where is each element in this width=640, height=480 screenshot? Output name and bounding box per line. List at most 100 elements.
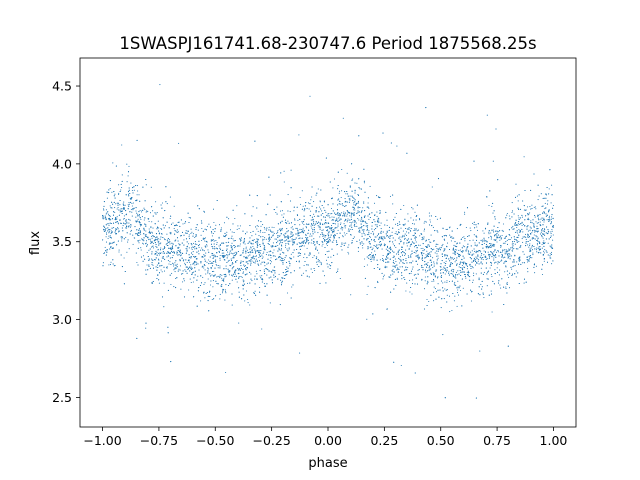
data-point <box>331 212 333 215</box>
data-point <box>151 241 153 243</box>
data-point <box>169 217 171 220</box>
data-point <box>353 212 355 214</box>
data-point <box>303 264 305 267</box>
data-point <box>507 257 509 259</box>
data-point <box>156 212 158 214</box>
data-point <box>187 230 189 233</box>
data-point <box>105 236 107 238</box>
data-point <box>242 279 244 281</box>
data-point <box>116 216 118 218</box>
data-point <box>169 196 171 198</box>
data-point <box>168 263 170 265</box>
data-point <box>423 236 425 238</box>
data-point <box>404 224 406 226</box>
data-point <box>152 242 154 244</box>
data-point <box>358 239 361 241</box>
data-point <box>529 212 531 214</box>
data-point <box>306 239 308 241</box>
data-point <box>145 230 147 232</box>
data-point <box>211 270 214 273</box>
data-point <box>193 271 195 273</box>
data-point <box>311 271 313 274</box>
data-point <box>536 231 539 233</box>
data-point <box>412 235 414 237</box>
data-point <box>425 239 427 241</box>
data-point <box>308 276 310 278</box>
data-point <box>425 240 427 242</box>
data-point <box>351 213 353 215</box>
data-point <box>336 217 338 219</box>
data-point <box>219 257 221 259</box>
data-point <box>175 239 177 241</box>
data-point <box>118 192 120 194</box>
data-point <box>177 254 179 256</box>
data-point <box>262 231 264 234</box>
data-point <box>369 246 371 248</box>
data-point <box>368 232 370 234</box>
data-point <box>535 265 537 267</box>
data-point <box>249 240 251 242</box>
data-point <box>402 236 404 238</box>
data-point <box>111 191 113 193</box>
data-point <box>282 272 284 274</box>
data-point <box>195 235 197 237</box>
data-point <box>125 194 127 196</box>
data-point <box>524 233 527 235</box>
data-point <box>378 232 380 235</box>
data-point <box>437 257 439 259</box>
data-point <box>226 257 228 259</box>
data-point <box>172 254 174 257</box>
data-point <box>284 246 287 248</box>
data-point <box>292 235 294 237</box>
data-point <box>250 264 252 266</box>
data-point <box>263 238 265 241</box>
data-point <box>428 212 430 214</box>
data-point <box>364 258 366 260</box>
data-point <box>175 267 177 269</box>
data-point <box>458 266 460 268</box>
data-point <box>466 262 468 265</box>
data-point <box>121 174 123 176</box>
data-point <box>538 249 540 251</box>
data-point <box>544 249 546 251</box>
data-point <box>535 249 538 251</box>
data-point <box>476 226 478 228</box>
data-point <box>174 230 176 232</box>
data-point <box>162 252 164 254</box>
data-point <box>169 243 171 245</box>
data-point <box>255 226 257 228</box>
data-point <box>130 201 132 203</box>
data-point <box>476 262 478 265</box>
data-point <box>425 271 427 273</box>
data-point <box>432 266 434 269</box>
data-point <box>508 248 510 250</box>
data-point <box>325 219 327 221</box>
data-point <box>191 248 193 250</box>
data-point <box>502 230 504 232</box>
data-point <box>155 250 157 252</box>
data-point <box>318 265 320 268</box>
data-point <box>405 260 407 262</box>
data-point <box>327 213 329 215</box>
data-point <box>228 237 230 239</box>
data-point <box>475 235 477 237</box>
data-point <box>295 260 298 262</box>
data-point <box>351 242 353 244</box>
data-point <box>281 228 283 230</box>
data-point <box>363 216 365 218</box>
data-point <box>286 228 288 230</box>
data-point <box>518 241 520 243</box>
data-point <box>467 250 469 252</box>
data-point <box>301 231 303 233</box>
data-point <box>268 243 270 246</box>
data-point <box>343 220 346 222</box>
data-point <box>396 264 398 266</box>
data-point <box>183 244 185 246</box>
data-point <box>402 262 404 264</box>
data-point <box>167 244 169 247</box>
data-point <box>491 253 493 255</box>
data-point <box>529 245 531 247</box>
data-point <box>225 275 227 277</box>
data-point <box>441 255 444 258</box>
